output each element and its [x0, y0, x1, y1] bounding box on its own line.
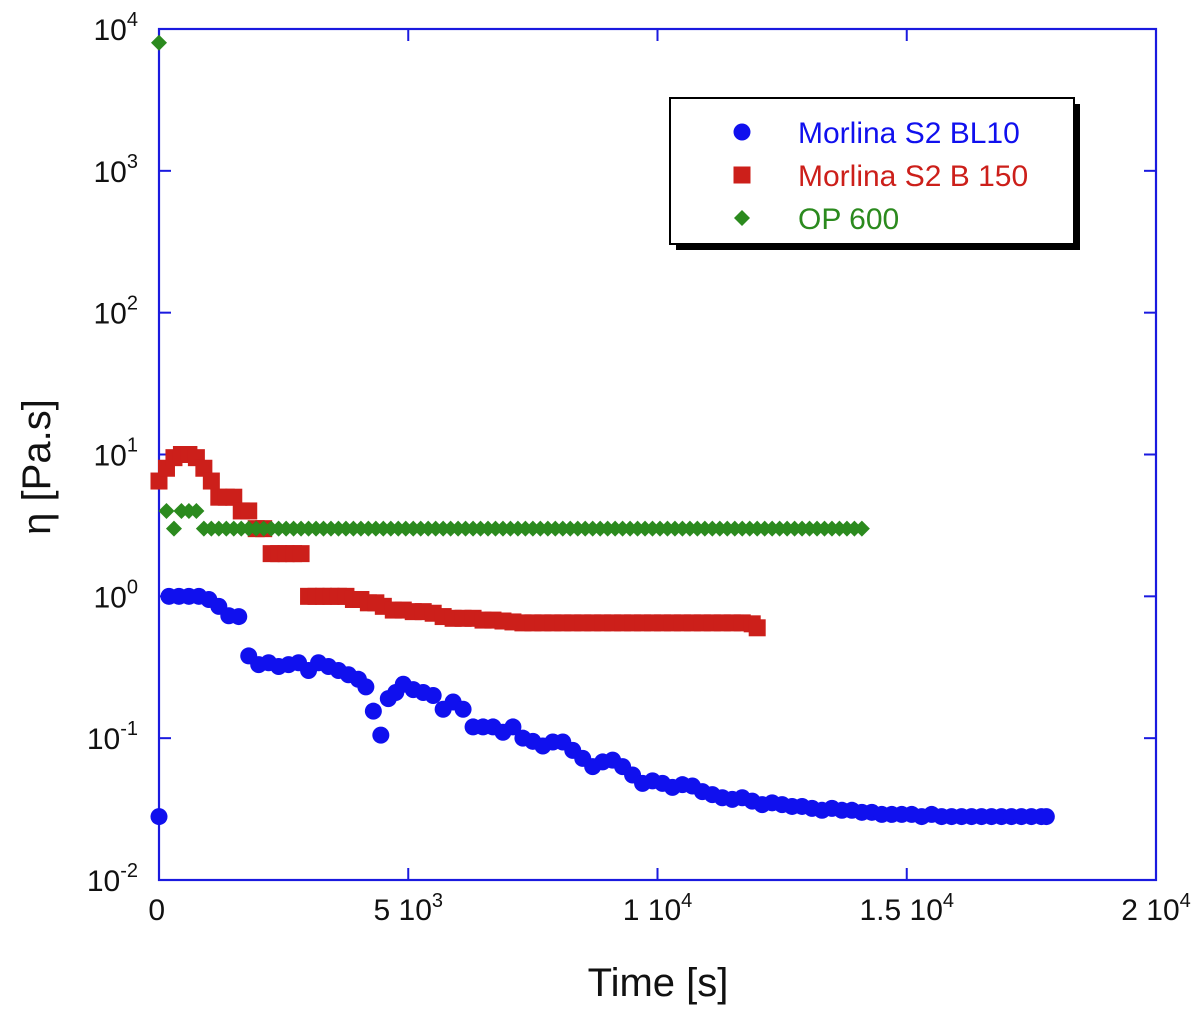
data-point — [853, 520, 870, 537]
data-point — [292, 545, 310, 563]
y-tick-label: 101 — [94, 435, 139, 473]
y-axis-label: η [Pa.s] — [15, 399, 59, 535]
legend-marker — [734, 210, 750, 226]
y-tick-label: 102 — [94, 293, 139, 331]
x-axis-label: Time [s] — [588, 961, 729, 1005]
data-point — [424, 686, 442, 704]
series-2 — [150, 446, 766, 637]
legend-label: Morlina S2 BL10 — [798, 117, 1020, 150]
data-point — [225, 488, 243, 506]
y-tick-label: 104 — [94, 9, 139, 47]
x-tick-label: 2 104 — [1121, 890, 1191, 927]
series-1 — [150, 587, 1055, 826]
legend: Morlina S2 BL10 Morlina S2 B 150 OP 600 — [669, 97, 1080, 250]
x-axis: 0 5 103 1 104 1.5 104 2 104 — [148, 29, 1191, 927]
data-point — [230, 608, 248, 626]
x-tick-label: 0 — [148, 894, 165, 927]
data-point — [150, 472, 168, 490]
y-tick-label: 103 — [94, 151, 139, 189]
legend-marker — [733, 166, 751, 184]
x-tick-label: 1.5 104 — [859, 890, 954, 927]
legend-label: OP 600 — [798, 203, 899, 236]
y-tick-label: 10-1 — [87, 718, 138, 756]
series-3 — [151, 34, 870, 537]
data-point — [748, 619, 766, 637]
data-point — [240, 502, 258, 520]
data-point — [504, 718, 522, 736]
data-point — [372, 726, 390, 744]
data-point — [188, 502, 205, 519]
series-layer — [150, 34, 1055, 826]
x-tick-label: 5 103 — [373, 890, 443, 927]
y-axis: 10-2 10-1 100 101 102 103 104 — [87, 9, 1156, 898]
data-point — [150, 808, 168, 826]
data-point — [1037, 808, 1055, 826]
legend-label: Morlina S2 B 150 — [798, 160, 1028, 193]
y-tick-label: 10-2 — [87, 860, 138, 898]
data-point — [151, 34, 167, 51]
y-tick-label: 100 — [94, 576, 139, 614]
data-point — [357, 678, 375, 696]
data-point — [454, 700, 472, 718]
legend-marker — [733, 123, 751, 141]
x-tick-label: 1 104 — [623, 890, 693, 927]
data-point — [165, 520, 182, 537]
data-point — [364, 702, 382, 720]
data-point — [202, 472, 220, 490]
data-point — [158, 502, 175, 519]
data-point — [195, 459, 213, 477]
